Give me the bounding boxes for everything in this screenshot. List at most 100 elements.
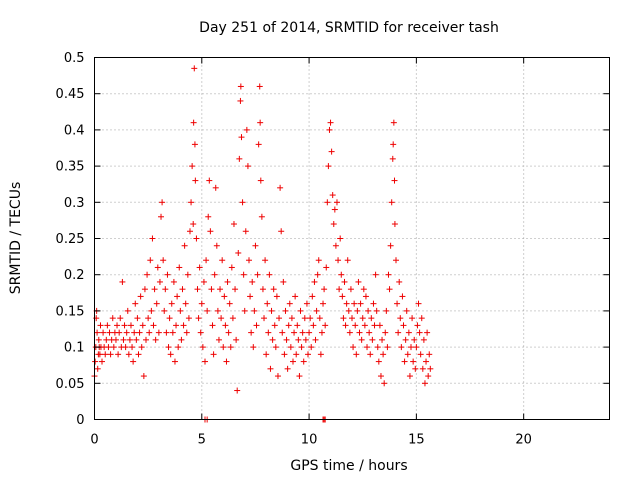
x-tick-label: 20 xyxy=(515,433,532,448)
data-point xyxy=(220,344,227,351)
data-point xyxy=(423,358,430,365)
data-point xyxy=(251,307,258,314)
data-point xyxy=(366,329,373,336)
data-point xyxy=(237,83,244,90)
data-point xyxy=(153,300,160,307)
data-point xyxy=(127,322,134,329)
data-point xyxy=(215,336,222,343)
data-point xyxy=(139,322,146,329)
data-point xyxy=(95,336,102,343)
data-point xyxy=(384,344,391,351)
data-point xyxy=(344,257,351,264)
data-point xyxy=(373,307,380,314)
data-point xyxy=(310,322,317,329)
data-point xyxy=(427,365,434,372)
data-point xyxy=(103,336,110,343)
data-point xyxy=(255,141,262,148)
y-tick-label: 0.25 xyxy=(56,232,85,247)
data-point xyxy=(120,336,127,343)
data-point xyxy=(315,257,322,264)
data-point xyxy=(276,315,283,322)
data-point xyxy=(186,228,193,235)
data-point xyxy=(156,278,163,285)
data-point xyxy=(409,315,416,322)
data-point xyxy=(294,322,301,329)
data-point xyxy=(257,119,264,126)
data-point xyxy=(282,307,289,314)
data-point xyxy=(238,134,245,141)
data-point xyxy=(424,329,431,336)
data-point xyxy=(135,351,142,358)
data-point xyxy=(246,257,252,264)
data-point xyxy=(233,336,240,343)
data-point xyxy=(226,300,233,307)
data-point xyxy=(214,307,221,314)
data-point xyxy=(376,322,383,329)
data-point xyxy=(404,351,411,358)
data-point xyxy=(131,329,138,336)
data-point xyxy=(191,65,198,72)
data-point xyxy=(138,344,145,351)
data-point xyxy=(125,351,132,358)
data-point xyxy=(387,242,394,249)
data-point xyxy=(197,329,204,336)
data-point xyxy=(410,358,417,365)
data-point xyxy=(411,336,418,343)
data-point xyxy=(191,141,198,148)
data-point xyxy=(372,271,379,278)
data-point xyxy=(309,293,316,300)
data-point xyxy=(230,221,237,228)
data-point xyxy=(254,271,261,278)
data-point xyxy=(311,278,318,285)
data-point xyxy=(204,307,211,314)
data-point xyxy=(370,300,377,307)
data-point xyxy=(353,351,360,358)
data-point xyxy=(115,351,122,358)
data-point xyxy=(270,286,277,293)
data-point xyxy=(354,307,361,314)
data-point xyxy=(335,257,342,264)
data-point xyxy=(349,315,355,322)
data-point xyxy=(146,329,153,336)
data-point xyxy=(400,322,407,329)
data-point xyxy=(134,315,141,322)
data-point xyxy=(209,322,216,329)
data-point xyxy=(163,329,170,336)
data-point xyxy=(265,329,272,336)
data-point xyxy=(167,351,174,358)
y-tick-label: 0.45 xyxy=(56,87,85,102)
data-point xyxy=(122,344,129,351)
data-point xyxy=(123,329,130,336)
data-point xyxy=(323,264,330,271)
data-point xyxy=(225,329,232,336)
data-point xyxy=(193,235,200,242)
data-point xyxy=(133,336,140,343)
data-point xyxy=(368,315,375,322)
data-point xyxy=(237,97,244,104)
data-point xyxy=(375,358,382,365)
data-point xyxy=(189,163,196,170)
data-point xyxy=(110,344,117,351)
data-point xyxy=(174,293,181,300)
data-point xyxy=(277,184,284,191)
data-point xyxy=(105,344,112,351)
data-point xyxy=(222,322,229,329)
data-point xyxy=(236,155,243,162)
x-tick-label: 5 xyxy=(198,433,206,448)
data-point xyxy=(298,344,305,351)
data-point xyxy=(184,271,191,278)
data-point xyxy=(242,228,249,235)
data-point xyxy=(229,315,236,322)
data-point xyxy=(165,344,172,351)
data-point xyxy=(155,329,162,336)
data-points xyxy=(91,65,434,423)
data-point xyxy=(168,300,175,307)
data-point xyxy=(338,271,345,278)
data-point xyxy=(406,373,413,380)
data-point xyxy=(401,358,408,365)
data-point xyxy=(283,336,290,343)
grid-layer xyxy=(94,57,610,420)
data-point xyxy=(180,322,187,329)
data-point xyxy=(257,177,264,184)
data-point xyxy=(164,271,171,278)
